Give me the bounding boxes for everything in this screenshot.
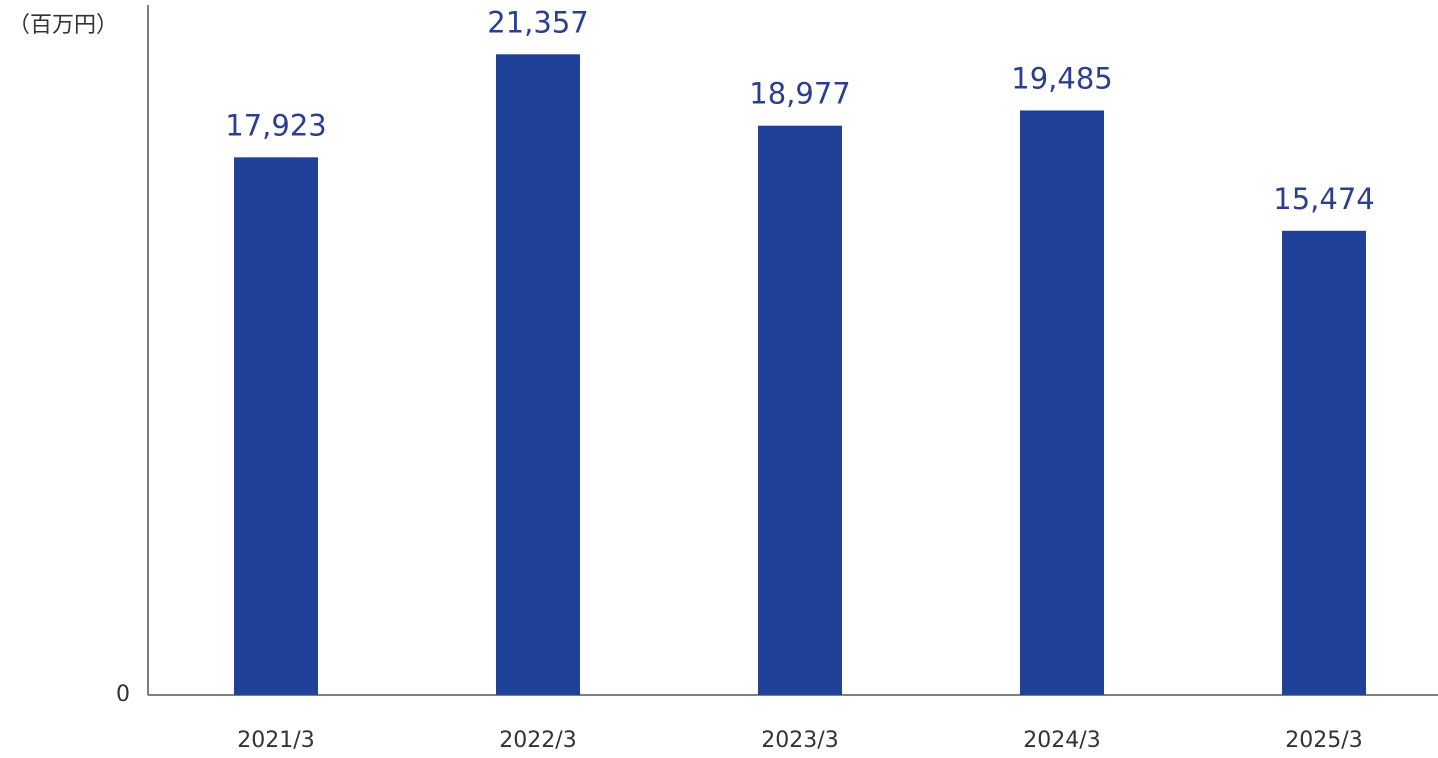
value-label: 15,474 xyxy=(1273,182,1374,216)
bar xyxy=(496,54,580,696)
value-label: 21,357 xyxy=(487,5,588,39)
y-axis-label: （百万円） xyxy=(8,13,118,38)
bar xyxy=(758,125,842,695)
value-label: 18,977 xyxy=(749,77,850,111)
value-label: 19,485 xyxy=(1011,61,1112,95)
x-tick-label: 2022/3 xyxy=(499,728,576,753)
x-tick-label: 2024/3 xyxy=(1023,728,1100,753)
bar xyxy=(1020,110,1104,695)
x-tick-label: 2025/3 xyxy=(1285,728,1362,753)
y-tick-label: 0 xyxy=(116,682,130,707)
x-tick-label: 2023/3 xyxy=(761,728,838,753)
value-label: 17,923 xyxy=(225,108,326,142)
bar xyxy=(234,157,318,695)
bar xyxy=(1282,230,1366,695)
x-tick-label: 2021/3 xyxy=(237,728,314,753)
